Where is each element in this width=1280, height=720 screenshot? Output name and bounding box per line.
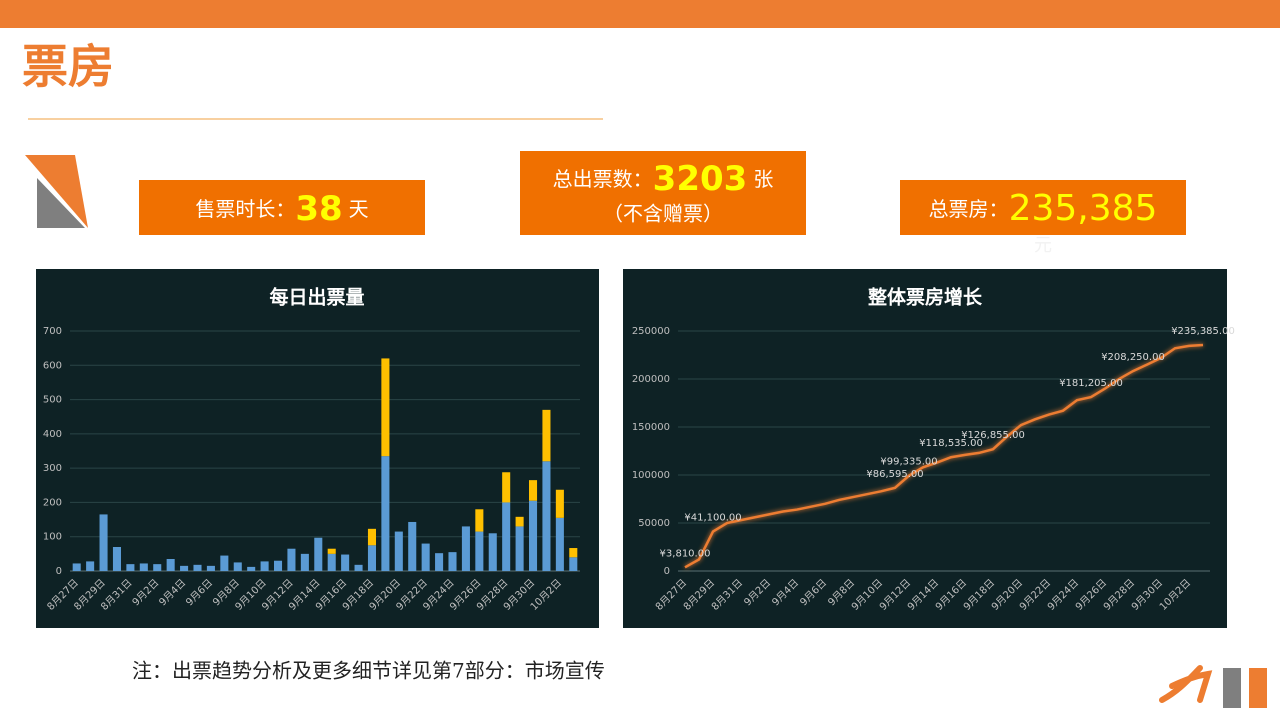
data-label: ¥181,205.00 (1059, 378, 1123, 389)
bar-segment (327, 553, 336, 571)
bar-segment (274, 560, 283, 571)
bar-segment (260, 561, 269, 571)
bar-segment (381, 358, 390, 457)
y-tick-label: 400 (43, 429, 62, 440)
deco-triangle (25, 155, 88, 228)
bar-segment (314, 537, 323, 571)
bar-segment (475, 531, 484, 571)
bar-segment (381, 456, 390, 571)
y-tick-label: 600 (43, 360, 62, 371)
y-tick-label: 200000 (632, 374, 670, 385)
stat-note: （不含赠票） (603, 202, 723, 226)
data-label: ¥86,595.00 (866, 469, 923, 480)
bar-segment (394, 531, 403, 571)
bar-segment (206, 565, 215, 571)
line-series (684, 343, 1204, 569)
stat-unit: 元 (1034, 235, 1052, 256)
top-bar (0, 0, 1280, 28)
bar-segment (502, 472, 511, 503)
bar-segment (435, 553, 444, 571)
bar-segment (233, 562, 242, 571)
bar-segment (99, 514, 108, 571)
y-tick-label: 100 (43, 532, 62, 543)
logo (1159, 665, 1213, 703)
y-tick-label: 500 (43, 395, 62, 406)
deco-block (1249, 668, 1267, 708)
y-tick-label: 700 (43, 326, 62, 337)
y-tick-label: 250000 (632, 326, 670, 337)
stat-text: 总出票数：3203 张 (553, 159, 774, 199)
y-tick-label: 150000 (632, 422, 670, 433)
bar-segment (461, 526, 470, 571)
bar-segment (327, 548, 336, 554)
bar-segment (542, 409, 551, 462)
y-tick-label: 200 (43, 497, 62, 508)
data-label: ¥118,535.00 (919, 438, 983, 449)
bar-segment (529, 500, 538, 571)
slide-title: 票房 (22, 40, 114, 94)
bar-segment (542, 461, 551, 571)
footnote: 注：出票趋势分析及更多细节详见第7部分：市场宣传 (132, 659, 605, 683)
bar-segment (287, 548, 296, 571)
y-tick-label: 0 (664, 566, 670, 577)
stat-box (139, 180, 425, 235)
data-label: ¥3,810.00 (660, 548, 711, 559)
bar-segment (502, 502, 511, 571)
chart-panel (36, 269, 599, 628)
data-label: ¥126,855.00 (961, 430, 1025, 441)
chart-title: 每日出票量 (269, 286, 364, 309)
y-tick-label: 50000 (638, 518, 670, 529)
bar-segment (126, 564, 135, 571)
bar-segment (515, 526, 524, 571)
data-label: ¥99,335.00 (880, 457, 937, 468)
chart-panel (623, 269, 1227, 628)
bar-segment (72, 563, 81, 571)
bar-segment (408, 521, 417, 571)
bar-segment (300, 553, 309, 571)
bar-segment (247, 566, 256, 571)
bar-segment (180, 565, 189, 571)
bar-segment (555, 517, 564, 571)
y-tick-label: 300 (43, 463, 62, 474)
bar-segment (112, 547, 121, 571)
bar-segment (475, 509, 484, 532)
bar-segment (139, 563, 148, 571)
stat-text: 售票时长：38 天 (195, 189, 368, 229)
data-label: ¥41,100.00 (684, 513, 741, 524)
data-label: ¥208,250.00 (1101, 352, 1165, 363)
deco-triangle (37, 178, 85, 228)
bar-segment (166, 559, 175, 571)
bar-segment (448, 552, 457, 571)
bar-segment (153, 564, 162, 571)
data-label: ¥235,385.00 (1171, 326, 1235, 337)
stat-box (520, 151, 806, 235)
y-tick-label: 100000 (632, 470, 670, 481)
bar-segment (421, 543, 430, 571)
bar-segment (515, 516, 524, 527)
bar-segment (193, 564, 202, 571)
bar-segment (354, 564, 363, 571)
stat-text: 总票房：235,385 (929, 188, 1158, 229)
bar-segment (488, 533, 497, 571)
bar-segment (86, 561, 95, 571)
bar-segment (555, 489, 564, 518)
bar-segment (220, 555, 229, 571)
chart-title: 整体票房增长 (868, 286, 983, 309)
bar-segment (367, 545, 376, 571)
y-tick-label: 0 (56, 566, 62, 577)
deco-block (1223, 668, 1241, 708)
bar-segment (569, 548, 578, 558)
stat-box (900, 180, 1186, 235)
bar-segment (341, 554, 350, 571)
bar-segment (569, 557, 578, 571)
bar-segment (529, 480, 538, 501)
bar-segment (367, 528, 376, 546)
